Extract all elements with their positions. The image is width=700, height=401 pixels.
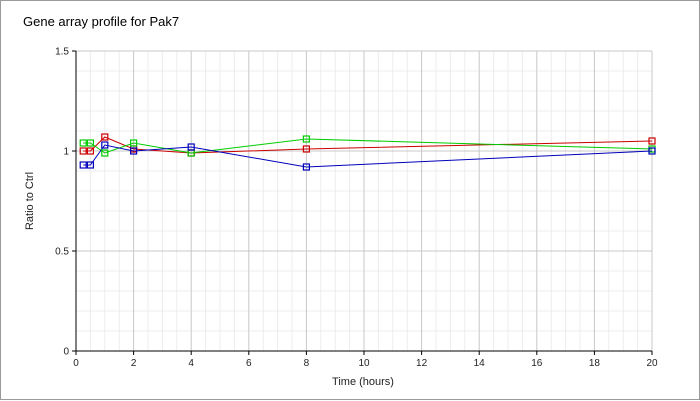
data-point-marker (79, 139, 87, 147)
axes (72, 50, 653, 355)
x-tick-label: 4 (188, 358, 194, 369)
x-tick-label: 18 (589, 358, 601, 369)
data-point-marker (648, 147, 656, 155)
x-tick-label: 12 (416, 358, 428, 369)
data-point-marker (302, 135, 310, 143)
x-tick-label: 14 (474, 358, 486, 369)
y-tick-label: 1.5 (55, 47, 69, 58)
chart-title: Gene array profile for Pak7 (23, 14, 179, 29)
x-tick-label: 20 (646, 358, 658, 369)
data-point-marker (101, 149, 109, 157)
y-tick-label: 0 (63, 347, 69, 358)
series-line-2 (83, 138, 653, 154)
data-point-marker (101, 141, 109, 149)
series-lines (83, 136, 653, 168)
x-tick-label: 6 (246, 358, 252, 369)
y-tick-label: 1 (63, 147, 69, 158)
data-point-marker (79, 161, 87, 169)
data-point-marker (101, 133, 109, 141)
x-tick-label: 8 (304, 358, 310, 369)
data-point-marker (130, 147, 138, 155)
data-point-marker (302, 163, 310, 171)
series-markers (79, 133, 656, 171)
data-point-marker (302, 145, 310, 153)
x-tick-label: 10 (358, 358, 370, 369)
x-axis-label: Time (hours) (332, 376, 394, 388)
data-point-marker (86, 147, 95, 155)
x-tick-label: 16 (531, 358, 543, 369)
x-tick-label: 0 (73, 358, 79, 369)
data-point-marker (648, 137, 656, 145)
data-point-marker (130, 139, 138, 147)
grid (75, 50, 653, 352)
data-point-marker (86, 161, 95, 169)
y-axis-label: Ratio to Ctrl (24, 172, 36, 230)
data-point-marker (86, 139, 95, 147)
data-point-marker (187, 143, 195, 151)
tick-labels: 0 2 4 6 8 10 12 14 16 18 20 0 0.5 1 1.5 (55, 47, 658, 370)
series-line-3 (83, 144, 653, 168)
x-tick-label: 2 (131, 358, 137, 369)
data-point-marker (79, 147, 87, 155)
series-line-1 (83, 136, 653, 154)
y-tick-label: 0.5 (55, 247, 69, 258)
